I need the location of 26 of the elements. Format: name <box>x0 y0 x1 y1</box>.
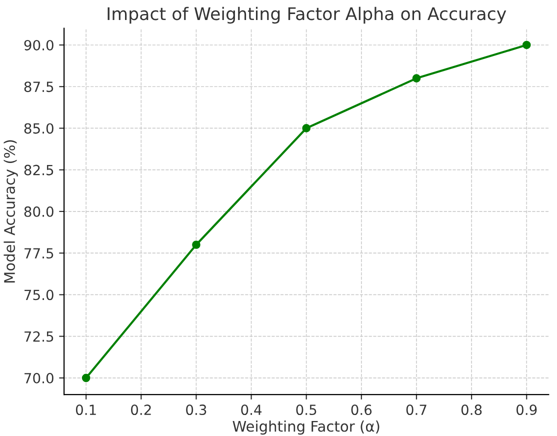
x-tick-label: 0.8 <box>461 404 482 416</box>
y-tick-label: 75.0 <box>24 290 54 300</box>
point <box>82 374 90 382</box>
y-tick-label: 80.0 <box>24 206 54 217</box>
y-tick-label: 85.0 <box>24 123 54 134</box>
point <box>412 74 421 82</box>
x-tick-label: 0.2 <box>131 404 151 416</box>
y-tick-label: 87.5 <box>24 82 54 92</box>
x-tick-label: 0.4 <box>241 404 262 416</box>
y-tick-label: 90.0 <box>24 40 54 50</box>
y-axis-title: Model Accuracy (%) <box>4 140 18 282</box>
point <box>522 40 531 50</box>
y-tick-label: 70.0 <box>24 372 54 384</box>
x-tick-label: 0.7 <box>406 404 426 416</box>
x-tick-label: 0.6 <box>351 404 372 416</box>
x-tick-label: 0.1 <box>76 404 96 416</box>
x-tick-label: 0.9 <box>516 404 537 416</box>
y-tick-label: 82.5 <box>24 164 54 176</box>
x-tick-label: 0.5 <box>296 404 316 416</box>
x-tick-label: 0.3 <box>186 404 206 416</box>
point <box>192 240 200 249</box>
x-axis-title: Weighting Factor (α) <box>232 420 380 435</box>
y-tick-label: 72.5 <box>24 331 54 342</box>
point <box>302 124 311 132</box>
y-tick-label: 77.5 <box>24 248 54 259</box>
chart-title: Impact of Weighting Factor Alpha on Accuracy <box>108 6 506 24</box>
